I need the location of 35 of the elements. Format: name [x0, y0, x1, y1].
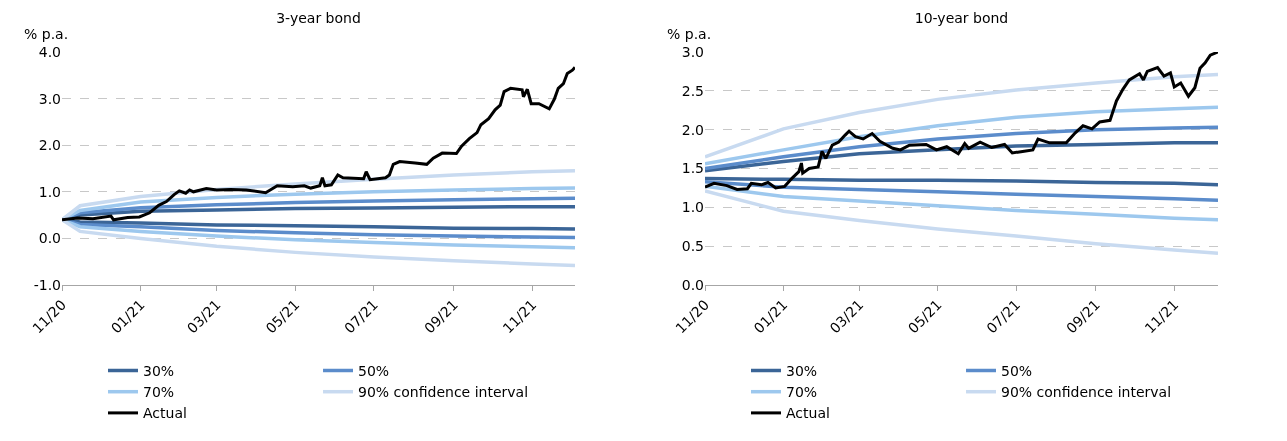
- y-tick-label: 0.5: [681, 238, 704, 255]
- legend-label: 70%: [143, 384, 175, 401]
- legend-label: 30%: [143, 362, 175, 379]
- chart-title: 3-year bond: [276, 10, 361, 27]
- legend-label: 30%: [786, 362, 818, 379]
- line-series: [705, 179, 1218, 203]
- chart-title: 10-year bond: [914, 10, 1009, 27]
- y-axis-title: % p.a.: [667, 26, 712, 42]
- y-tick-label: 2.5: [681, 82, 704, 99]
- y-tick-label: 3.0: [681, 43, 704, 60]
- y-tick-label: 4.0: [38, 43, 61, 60]
- line-series: [705, 184, 1218, 222]
- line-series: [705, 189, 1218, 255]
- y-tick-label: 3.0: [38, 90, 61, 107]
- legend-label: 70%: [786, 384, 818, 401]
- legend-label: 90% confidence interval: [358, 384, 529, 401]
- line-series: [705, 176, 1218, 187]
- y-tick-label: 2.0: [681, 121, 704, 138]
- line-series: [705, 105, 1218, 166]
- line-series: [705, 52, 1218, 191]
- legend-label: 50%: [358, 362, 390, 379]
- line-series: [705, 125, 1218, 171]
- line-series: [705, 72, 1218, 159]
- y-tick-label: 2.0: [38, 137, 61, 154]
- y-tick-label: 1.5: [681, 160, 704, 177]
- legend-label: 90% confidence interval: [1001, 384, 1172, 401]
- y-tick-label: 1.0: [38, 183, 61, 200]
- legend-label: Actual: [143, 405, 187, 422]
- y-axis-title: % p.a.: [24, 26, 69, 42]
- y-tick-label: 0.0: [38, 230, 61, 247]
- y-tick-label: 0.0: [681, 276, 704, 293]
- y-tick-label: 1.0: [681, 199, 704, 216]
- legend-label: 50%: [1001, 362, 1033, 379]
- y-tick-label: -1.0: [33, 276, 61, 293]
- legend-label: Actual: [786, 405, 830, 422]
